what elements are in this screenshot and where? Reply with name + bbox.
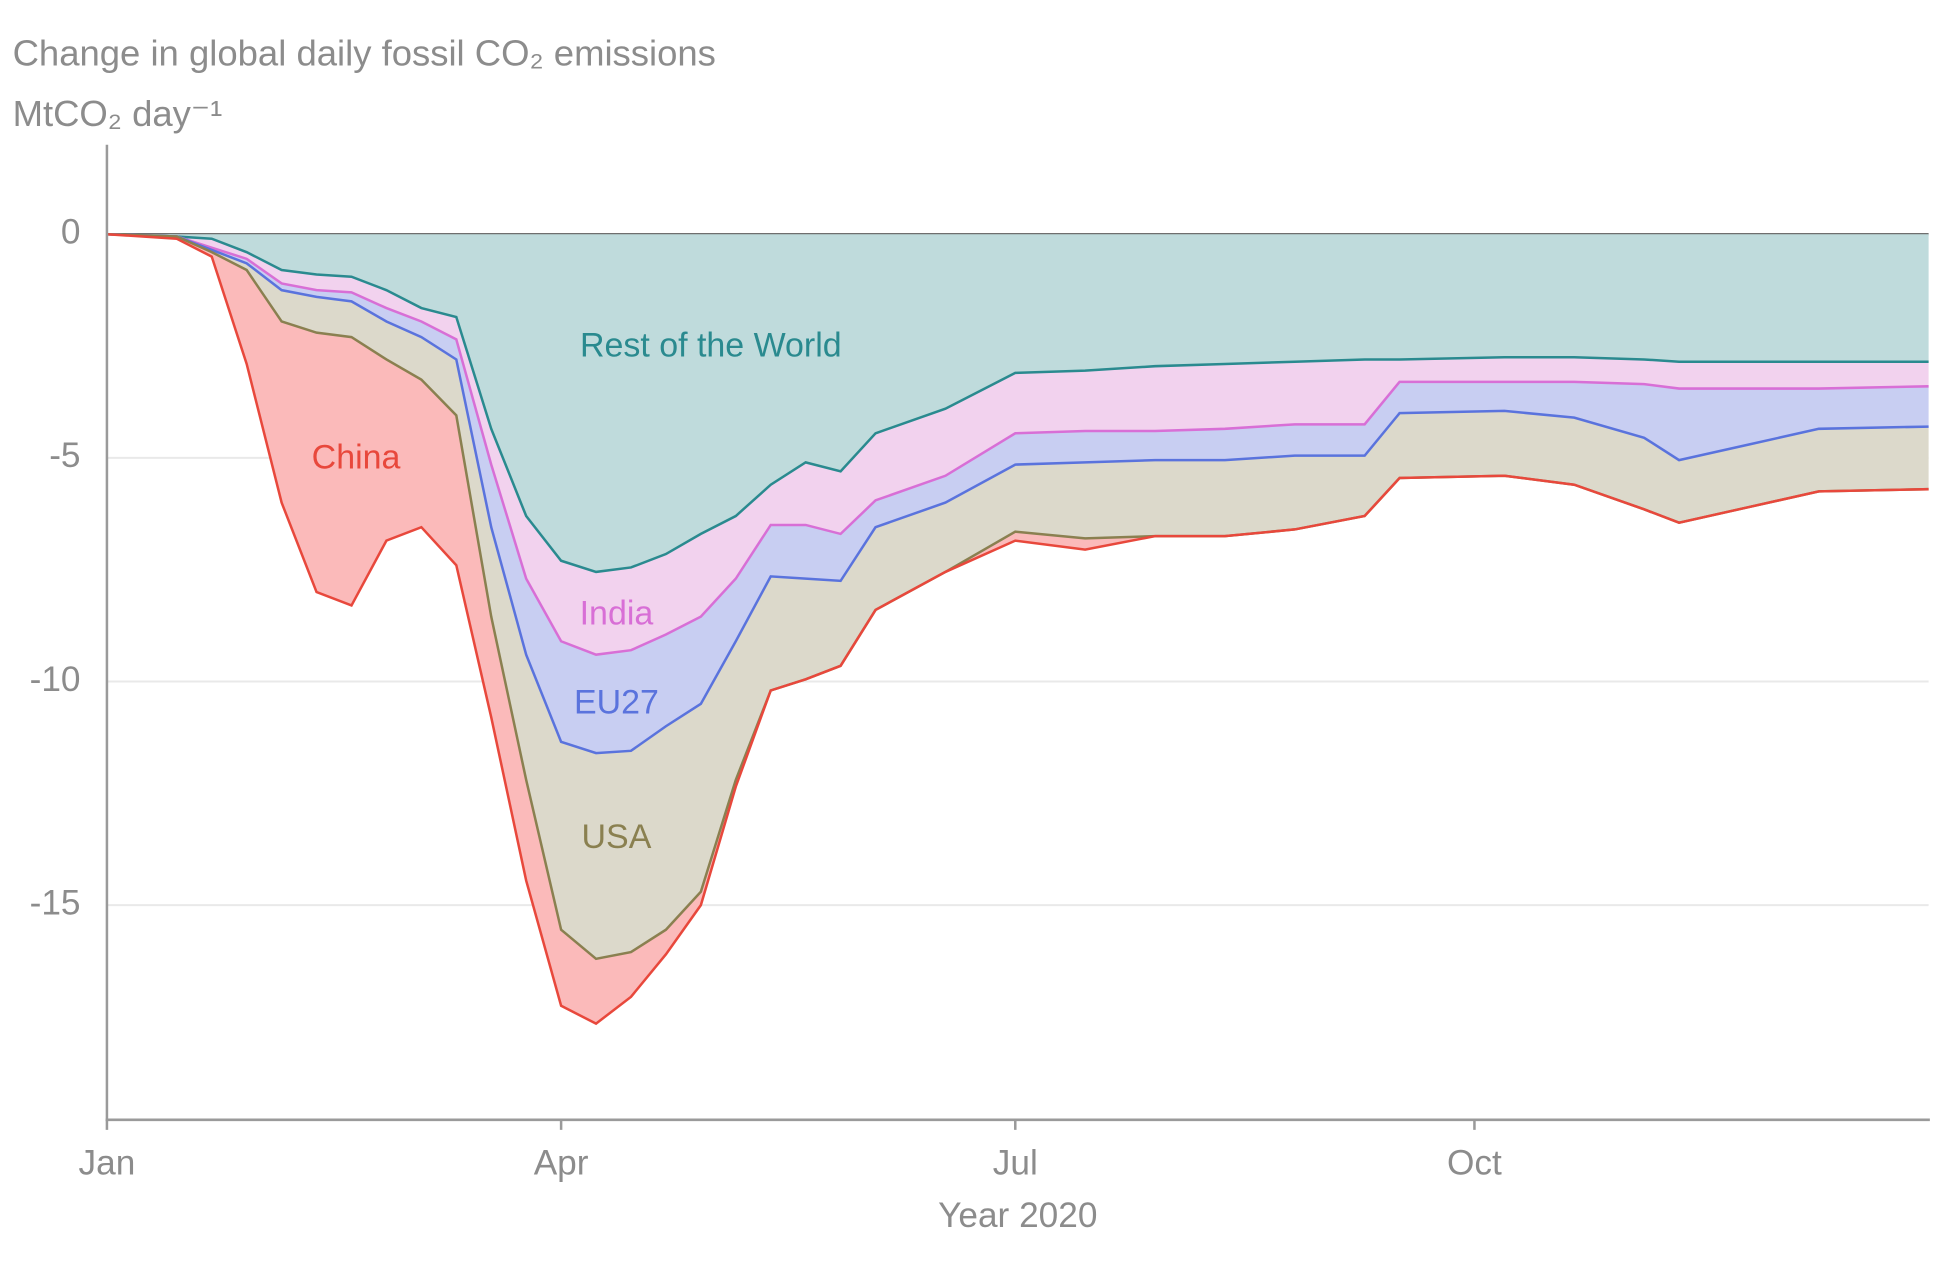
area-fill bbox=[106, 234, 1929, 959]
chart-subtitle: MtCO₂ day⁻¹ bbox=[13, 93, 223, 134]
chart-title: Change in global daily fossil CO₂ emissi… bbox=[13, 33, 716, 74]
area-line bbox=[106, 232, 1929, 656]
labels: Rest of the World India EU27 USA China bbox=[312, 326, 842, 856]
y-tick-label: -5 bbox=[49, 436, 80, 475]
x-tick-label: Jul bbox=[993, 1143, 1038, 1182]
area-fill bbox=[106, 234, 1929, 572]
area-line bbox=[106, 232, 1929, 574]
axes: -15 -10 -5 0 Jan Apr Jul Oct bbox=[30, 213, 1502, 1183]
area-line bbox=[106, 232, 1929, 755]
x-tick-label: Oct bbox=[1447, 1143, 1502, 1182]
series-label: China bbox=[312, 438, 401, 476]
area-line bbox=[106, 232, 1929, 1026]
area-fill bbox=[106, 234, 1929, 655]
y-tick-label: -15 bbox=[30, 883, 81, 922]
x-tick-label: Apr bbox=[534, 1143, 589, 1182]
series-label: India bbox=[580, 594, 654, 632]
lines bbox=[106, 232, 1929, 1026]
y-tick-label: 0 bbox=[61, 213, 81, 252]
series-label: USA bbox=[582, 818, 652, 856]
series-label: Rest of the World bbox=[580, 326, 842, 364]
x-tick-label: Jan bbox=[79, 1143, 136, 1182]
x-axis-label: Year 2020 bbox=[938, 1196, 1097, 1235]
y-tick-label: -10 bbox=[30, 660, 81, 699]
series-label: EU27 bbox=[574, 684, 659, 722]
